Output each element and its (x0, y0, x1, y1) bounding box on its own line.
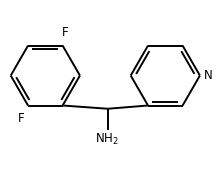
Text: NH$_2$: NH$_2$ (95, 132, 119, 147)
Text: N: N (204, 69, 213, 82)
Text: F: F (18, 112, 25, 125)
Text: F: F (62, 26, 68, 39)
